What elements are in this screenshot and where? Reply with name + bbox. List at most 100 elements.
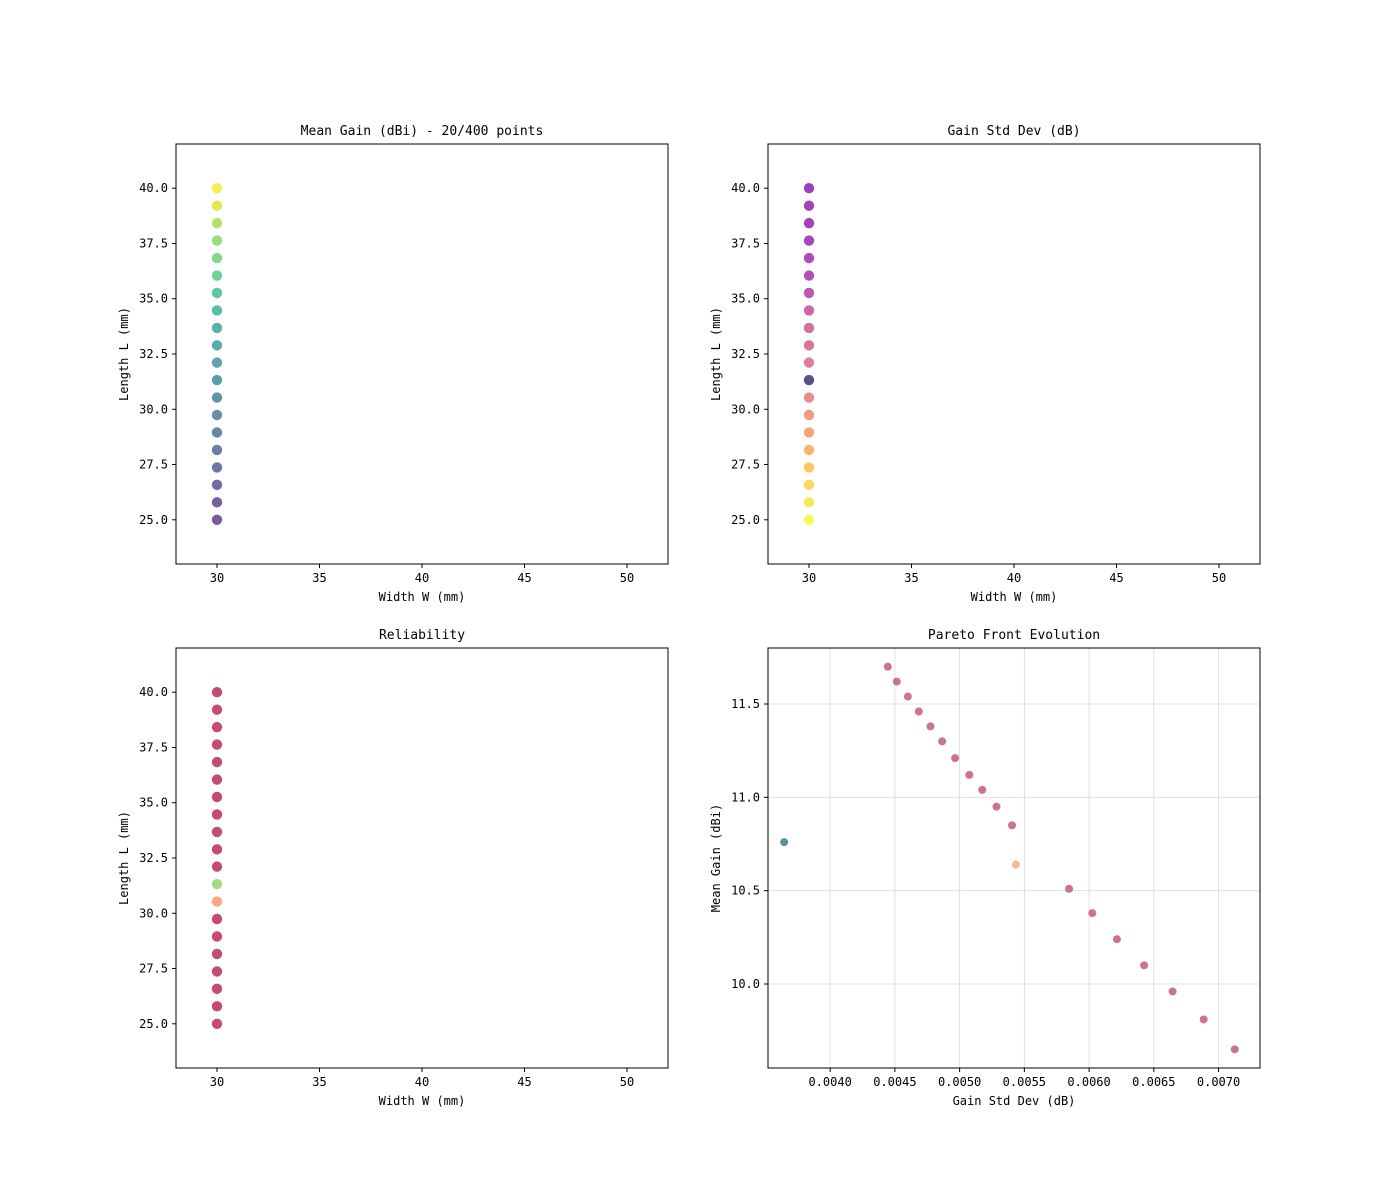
data-point [211,861,223,872]
data-point [992,802,1001,811]
data-point [211,809,223,820]
x-tick-label: 30 [210,571,224,585]
y-tick-label: 32.5 [139,347,168,361]
y-axis-label: Length L (mm) [117,811,131,905]
data-point [211,200,223,211]
data-point [803,305,815,316]
data-point [803,357,815,368]
data-point [914,707,923,716]
subplot-3: 30 35 40 45 50 25.0 27.5 30.0 32.5 35.0 37.5 40.0 Re… [117,628,669,1108]
data-point [1088,909,1097,918]
data-point [211,826,223,838]
y-tick-label: 25.0 [139,513,168,527]
y-tick-label: 35.0 [731,292,760,306]
data-point [211,844,223,855]
data-point [780,838,789,847]
x-tick-label: 45 [1109,571,1123,585]
y-tick-label: 32.5 [139,851,168,865]
data-point [803,409,815,421]
data-point [803,427,815,438]
data-point [211,704,223,715]
data-point [211,409,223,421]
x-tick-label: 40 [415,1075,429,1089]
data-point [211,1018,223,1029]
data-point [951,754,960,763]
data-point [803,235,815,246]
y-tick-label: 25.0 [731,513,760,527]
data-point [211,427,223,438]
data-point [211,357,223,368]
data-point [211,966,223,977]
y-tick-label: 11.5 [731,697,760,711]
data-point [883,662,892,671]
y-axis-label: Mean Gain (dBi) [709,804,723,912]
data-point [892,677,901,686]
data-point [803,497,815,508]
data-point [211,913,223,925]
data-point [1230,1045,1239,1054]
data-point [211,305,223,316]
data-point [211,252,223,264]
data-point [1008,821,1017,830]
data-point [803,287,815,299]
data-point [211,270,223,281]
y-tick-label: 27.5 [139,458,168,472]
data-point [803,444,815,456]
y-tick-label: 37.5 [139,740,168,754]
data-point [803,200,815,211]
x-tick-label: 30 [802,571,816,585]
data-point [211,896,223,907]
data-point [211,756,223,768]
data-point [211,774,223,785]
x-tick-label: 30 [210,1075,224,1089]
data-point [1140,961,1149,970]
data-point [803,217,815,229]
x-tick-label: 35 [312,1075,326,1089]
x-axis-label: Width W (mm) [379,590,466,604]
data-point [803,340,815,351]
data-point [211,340,223,351]
data-point [803,374,815,386]
data-point [803,322,815,334]
data-point [211,392,223,403]
data-point [211,235,223,246]
data-point [211,497,223,508]
y-tick-label: 30.0 [731,402,760,416]
y-tick-label: 27.5 [139,962,168,976]
subplot-1: 30 35 40 45 50 25.0 27.5 30.0 32.5 35.0 37.5 40.0 Me… [117,124,669,604]
x-tick-label: 50 [620,1075,634,1089]
data-point [1168,987,1177,996]
y-tick-label: 32.5 [731,347,760,361]
subplot-2: 30 35 40 45 50 25.0 27.5 30.0 32.5 35.0 37.5 40.0 Ga… [709,124,1261,604]
data-point [211,721,223,733]
y-tick-label: 40.0 [139,685,168,699]
subplot-title: Gain Std Dev (dB) [947,124,1080,139]
x-tick-label: 0.0060 [1067,1075,1110,1089]
data-point [211,444,223,456]
y-tick-label: 37.5 [139,236,168,250]
y-axis-label: Length L (mm) [117,307,131,401]
x-axis-label: Width W (mm) [379,1094,466,1108]
data-point [211,1001,223,1012]
subplot-4: 0.0040 0.0045 0.0050 0.0055 0.0060 0.0065 0.00… [709,628,1261,1108]
x-tick-label: 35 [312,571,326,585]
data-point [803,514,815,525]
x-tick-label: 45 [517,571,531,585]
y-tick-label: 40.0 [139,181,168,195]
x-tick-label: 45 [517,1075,531,1089]
data-point [965,770,974,779]
y-tick-label: 40.0 [731,181,760,195]
x-tick-label: 50 [1212,571,1226,585]
data-point [803,462,815,473]
x-tick-label: 50 [620,571,634,585]
y-tick-label: 30.0 [139,402,168,416]
y-tick-label: 10.5 [731,884,760,898]
plot-frame [767,647,1261,1069]
data-point [803,392,815,403]
subplot-title: Pareto Front Evolution [928,628,1100,643]
data-point [211,983,223,995]
y-tick-label: 27.5 [731,458,760,472]
x-tick-label: 0.0045 [873,1075,916,1089]
x-tick-label: 0.0055 [1003,1075,1046,1089]
